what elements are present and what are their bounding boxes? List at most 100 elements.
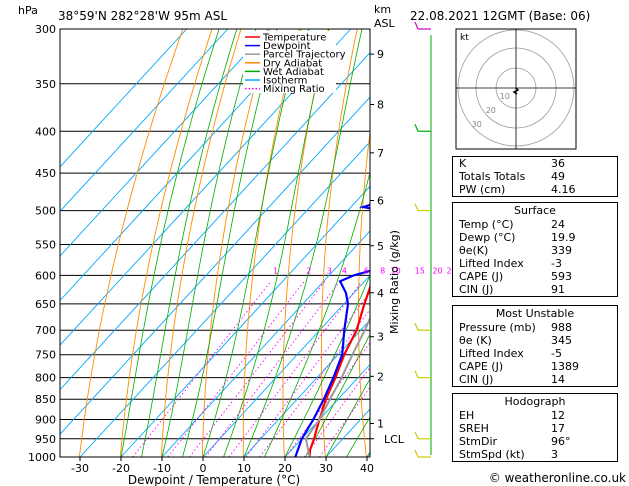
mixing-ratio-line (189, 281, 326, 457)
datetime-title: 22.08.2021 12GMT (Base: 06) (410, 9, 590, 23)
dry-adiabat (358, 129, 370, 457)
row-value: 24 (551, 218, 565, 231)
table-row: CIN (J) 91 (453, 283, 617, 296)
wind-barb-flag (414, 21, 419, 30)
row-label: Dewp (°C) (459, 231, 516, 244)
pressure-tick-label: 650 (35, 298, 56, 311)
km-tick-label: 6 (377, 194, 384, 207)
dry-adiabat (201, 29, 271, 457)
mixing-ratio-label: 4 (342, 266, 347, 275)
row-value: 96° (551, 435, 571, 448)
wind-barbs (414, 21, 432, 458)
pressure-tick-label: 350 (35, 78, 56, 91)
most-unstable-rows: Pressure (mb) 988 θe (K) 345 Lifted Index -5 C… (453, 321, 617, 386)
row-value: 12 (551, 409, 565, 422)
row-label: K (459, 157, 467, 170)
pressure-tick-label: 550 (35, 238, 56, 251)
row-label: Pressure (mb) (459, 321, 536, 334)
km-tick-label: 8 (377, 99, 384, 112)
isotherm-line (284, 363, 370, 457)
hodograph-ring-label: 20 (486, 106, 496, 115)
most-unstable-panel: Most Unstable Pressure (mb) 988 θe (K) 345 L… (452, 305, 618, 387)
hodograph-rows: EH 12 SREH 17 StmDir 96° StmSpd (kt) 3 (453, 409, 617, 461)
wind-barb-flag (414, 203, 419, 211)
km-tick-label: 4 (377, 287, 384, 300)
km-tick-label: 1 (377, 417, 384, 430)
wet-adiabat (202, 29, 302, 457)
mixing-ratio-label: 3 (327, 266, 332, 275)
dry-adiabat (429, 29, 448, 457)
row-label: EH (459, 409, 475, 422)
row-value: 14 (551, 373, 565, 386)
pressure-tick-label: 700 (35, 324, 56, 337)
km-label: km (374, 3, 391, 16)
pressure-tick-label: 450 (35, 167, 56, 180)
row-label: CIN (J) (459, 283, 494, 296)
table-row: Temp (°C) 24 (453, 218, 617, 231)
mixing-ratio-line (205, 281, 341, 457)
series-line-dewpoint (294, 203, 370, 457)
row-value: 4.16 (551, 183, 576, 196)
plot-frame (59, 28, 371, 458)
table-row: StmSpd (kt) 3 (453, 448, 617, 461)
hodograph-title: Hodograph (504, 395, 566, 408)
legend-box (243, 31, 336, 93)
row-value: 49 (551, 170, 565, 183)
grid-layer (60, 29, 629, 457)
legend-label: Parcel Trajectory (263, 50, 346, 61)
table-row: PW (cm) 4.16 (453, 183, 617, 196)
row-label: Temp (°C) (459, 218, 514, 231)
mixing-ratio-axis-title: Mixing Ratio (g/kg) (388, 230, 401, 334)
dry-adiabat (78, 29, 184, 457)
lcl-label: LCL (384, 433, 405, 446)
isotherm-line (120, 185, 370, 457)
table-row: Dewp (°C) 19.9 (453, 231, 617, 244)
surface-rows: Temp (°C) 24 Dewp (°C) 19.9 θe(K) 339 Lifted I… (453, 218, 617, 296)
row-label: θe(K) (459, 244, 489, 257)
legend-label: Isotherm (263, 76, 307, 87)
table-row: CIN (J) 14 (453, 373, 617, 386)
table-row: CAPE (J) 1389 (453, 360, 617, 373)
isotherm-line (161, 230, 370, 457)
x-tick-label: 20 (278, 462, 292, 475)
mixing-ratio-label: 20 (432, 266, 442, 275)
mixing-ratio-label: 15 (415, 266, 425, 275)
mixing-ratio-line (228, 281, 363, 457)
row-value: 36 (551, 157, 565, 170)
row-value: -3 (551, 257, 562, 270)
pressure-tick-label: 1000 (28, 451, 56, 464)
mixing-ratio-label: 10 (390, 266, 400, 275)
km-tick-label: 5 (377, 240, 384, 253)
table-row: K 36 (453, 157, 617, 170)
isotherm-line (60, 29, 229, 213)
row-label: θe (K) (459, 334, 492, 347)
row-value: 17 (551, 422, 565, 435)
dry-adiabat (160, 29, 242, 457)
row-label: CAPE (J) (459, 360, 504, 373)
pressure-tick-label: 600 (35, 269, 56, 282)
hodograph-ring-label: 30 (472, 120, 482, 129)
footer-credit: © weatheronline.co.uk (489, 471, 626, 485)
row-label: StmDir (459, 435, 498, 448)
hodograph-panel: Hodograph EH 12 SREH 17 StmDir 96° StmSpd (kt)… (452, 393, 618, 462)
hodograph-unit-label: kt (460, 33, 469, 43)
table-row: θe(K) 339 (453, 244, 617, 257)
pressure-tick-label: 800 (35, 372, 56, 385)
isotherm-line (79, 141, 370, 457)
row-value: 1389 (551, 360, 579, 373)
wind-barb-flag (414, 124, 419, 132)
table-row: Lifted Index -5 (453, 347, 617, 360)
pressure-tick-label: 750 (35, 349, 56, 362)
legend-label: Dry Adiabat (263, 58, 322, 69)
row-label: CIN (J) (459, 373, 494, 386)
row-value: 91 (551, 283, 565, 296)
dry-adiabat (242, 29, 300, 457)
table-row: CAPE (J) 593 (453, 270, 617, 283)
row-value: 345 (551, 334, 572, 347)
dry-adiabat (619, 29, 629, 457)
x-tick-label: 10 (237, 462, 251, 475)
x-tick-label: -10 (153, 462, 171, 475)
